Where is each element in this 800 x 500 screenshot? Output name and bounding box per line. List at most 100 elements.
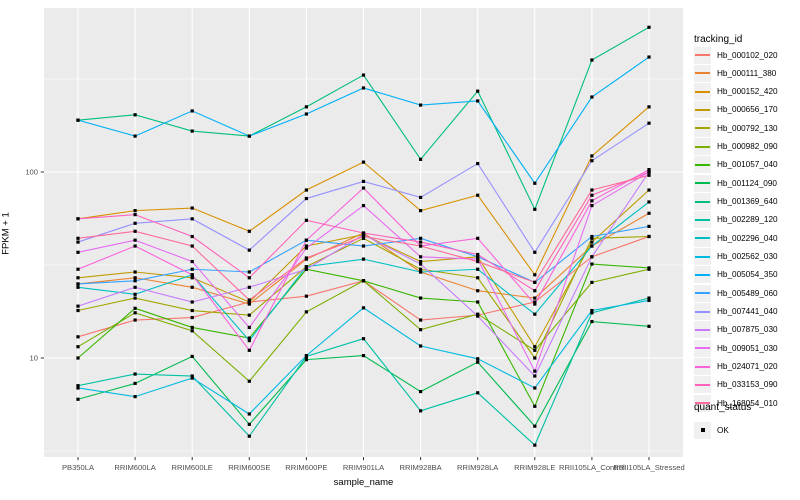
legend-line-icon xyxy=(695,182,710,185)
legend-key-box xyxy=(694,101,711,119)
data-point-marker xyxy=(647,200,651,204)
data-point-marker xyxy=(304,112,308,116)
legend-item-label: Hb_007441_040 xyxy=(717,307,778,317)
legend-item-Hb_007441_040: Hb_007441_040 xyxy=(694,303,778,321)
data-point-marker xyxy=(476,276,480,280)
data-point-marker xyxy=(247,348,251,352)
data-point-marker xyxy=(590,255,594,259)
legend-key-box xyxy=(694,339,711,357)
legend-key-box xyxy=(694,303,711,321)
data-point-marker xyxy=(590,311,594,315)
legend-key-box xyxy=(694,284,711,302)
legend-item-label: Hb_002289_120 xyxy=(717,215,778,225)
data-point-marker xyxy=(476,360,480,364)
data-point-marker xyxy=(247,270,251,274)
data-point-marker xyxy=(76,304,80,308)
legend-line-icon xyxy=(695,383,710,386)
data-point-marker xyxy=(76,345,80,349)
data-point-marker xyxy=(361,337,366,341)
data-point-marker xyxy=(304,310,308,314)
data-point-marker xyxy=(247,336,251,340)
data-point-marker xyxy=(247,134,251,138)
data-point-marker xyxy=(419,103,423,107)
data-point-marker xyxy=(304,238,308,242)
legend-key-box xyxy=(694,394,711,412)
data-point-marker xyxy=(190,276,194,280)
data-point-marker xyxy=(133,134,137,138)
data-point-marker xyxy=(304,244,308,248)
legend-line-icon xyxy=(695,127,710,130)
legend-line-icon xyxy=(695,237,710,240)
legend-item-Hb_002562_030: Hb_002562_030 xyxy=(694,248,778,266)
x-tick-label: RRIM928LA xyxy=(457,463,499,472)
data-point-marker xyxy=(419,389,423,394)
data-point-marker xyxy=(247,276,251,280)
legend-item-label: Hb_001369_640 xyxy=(717,197,778,207)
legend-key-box xyxy=(694,358,711,376)
data-point-marker xyxy=(190,329,194,333)
legend-item-label: Hb_009051_030 xyxy=(717,343,778,353)
data-point-marker xyxy=(419,209,423,213)
data-point-marker xyxy=(304,256,308,260)
data-point-marker xyxy=(76,267,80,271)
data-point-marker xyxy=(476,391,480,395)
legend-item-Hb_168054_010: Hb_168054_010 xyxy=(694,394,778,412)
data-point-marker xyxy=(533,424,537,428)
legend-item-Hb_033153_090: Hb_033153_090 xyxy=(694,376,778,394)
data-point-marker xyxy=(247,298,251,302)
data-point-marker xyxy=(133,209,137,213)
legend-item-ok: OK xyxy=(694,421,729,439)
data-point-marker xyxy=(647,170,651,174)
data-point-marker xyxy=(190,374,194,378)
data-point-marker xyxy=(476,99,480,103)
legend-line-icon xyxy=(695,310,710,313)
legend-ok-label: OK xyxy=(717,425,729,435)
data-point-marker xyxy=(133,213,137,217)
data-point-marker xyxy=(419,255,423,259)
data-point-marker xyxy=(590,319,594,324)
data-point-marker xyxy=(133,296,137,300)
data-point-marker xyxy=(190,267,194,271)
legend-key-box xyxy=(694,266,711,284)
data-point-marker xyxy=(133,270,137,274)
y-axis-title: FPKM + 1 xyxy=(0,212,12,255)
data-point-marker xyxy=(133,292,137,296)
data-point-marker xyxy=(476,252,480,257)
legend-key-box xyxy=(694,193,711,211)
data-point-marker xyxy=(590,188,594,192)
data-point-marker xyxy=(533,181,537,185)
data-point-marker xyxy=(76,217,80,221)
data-point-marker xyxy=(419,195,423,200)
legend-key-box xyxy=(694,174,711,192)
x-tick-label: RRIM901LA xyxy=(342,463,385,472)
data-point-marker xyxy=(76,285,80,289)
legend-key-box xyxy=(694,376,711,394)
legend-item-label: Hb_005489_060 xyxy=(717,288,778,298)
legend-item-Hb_005489_060: Hb_005489_060 xyxy=(694,284,778,302)
data-point-marker xyxy=(247,339,251,343)
data-point-marker xyxy=(190,308,194,313)
data-point-marker xyxy=(361,186,366,190)
data-point-marker xyxy=(476,161,480,166)
data-point-marker xyxy=(533,345,537,349)
legend-key-box xyxy=(694,83,711,101)
data-point-marker xyxy=(647,173,651,177)
data-point-marker xyxy=(476,357,480,361)
y-tick-label: 100 xyxy=(25,167,38,177)
data-point-marker xyxy=(361,231,366,235)
data-point-marker xyxy=(247,302,251,306)
data-point-marker xyxy=(533,273,537,277)
data-point-marker xyxy=(76,386,80,390)
data-point-marker xyxy=(533,312,537,316)
data-point-marker xyxy=(247,434,251,438)
data-point-marker xyxy=(190,217,194,221)
data-point-marker xyxy=(133,381,137,386)
data-point-marker xyxy=(476,289,480,293)
data-point-marker xyxy=(190,109,194,113)
data-point-marker xyxy=(419,409,423,413)
data-point-marker xyxy=(590,308,594,313)
data-point-marker xyxy=(190,315,194,320)
data-point-marker xyxy=(361,236,366,240)
data-point-marker xyxy=(304,246,308,250)
data-point-marker xyxy=(533,348,537,352)
